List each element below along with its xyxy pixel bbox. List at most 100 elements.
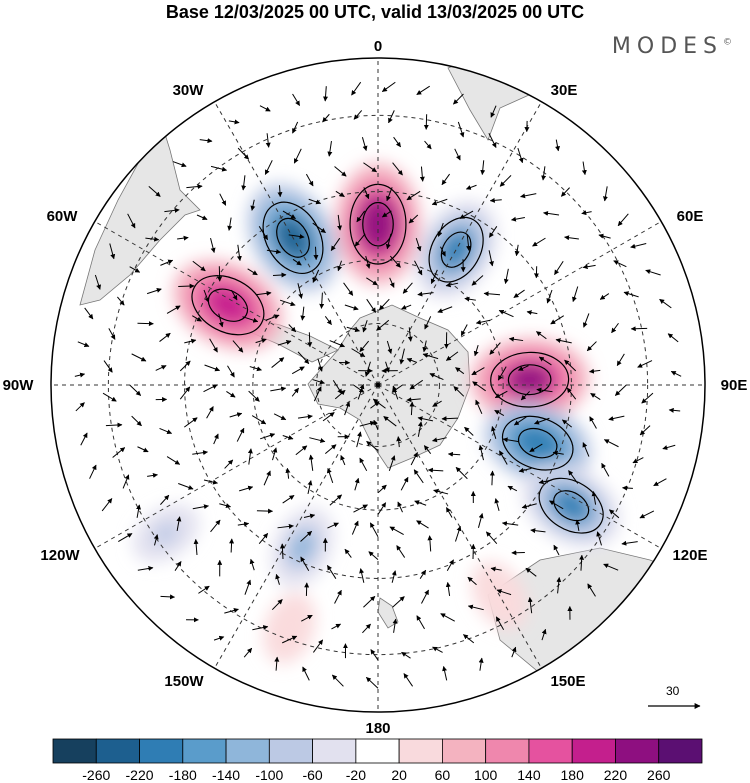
wind-vector: [632, 457, 644, 464]
wind-vector: [498, 309, 514, 318]
modes-logo: MODES©: [612, 34, 732, 59]
wind-vector: [334, 166, 347, 177]
wind-vector: [228, 119, 240, 125]
wind-vector: [494, 498, 500, 511]
wind-vector: [396, 436, 402, 448]
wind-vector: [416, 615, 425, 630]
wind-vector: [361, 137, 368, 152]
wind-vector: [356, 210, 366, 223]
wind-vector: [359, 457, 368, 472]
wind-vector: [613, 260, 627, 268]
wind-vector: [80, 432, 88, 446]
wind-vector: [363, 187, 370, 200]
wind-vector: [266, 249, 282, 255]
wind-vector: [160, 259, 174, 266]
wind-vector: [381, 210, 392, 218]
wind-vector: [550, 315, 565, 325]
wind-vector: [483, 291, 501, 297]
wind-vector: [213, 433, 219, 445]
wind-vector: [291, 387, 299, 397]
wind-vector: [250, 199, 256, 211]
wind-vector: [331, 623, 342, 630]
wind-vector: [376, 319, 390, 331]
wind-vector: [103, 360, 113, 373]
wind-vector: [129, 266, 141, 273]
wind-vector: [273, 413, 287, 421]
wind-vector: [337, 260, 342, 272]
wind-vector: [381, 81, 396, 92]
wind-vector: [108, 328, 116, 340]
wind-vector: [334, 589, 342, 604]
wind-vector: [300, 306, 306, 321]
wind-vector: [313, 386, 322, 402]
streamline-contour: [553, 490, 590, 522]
wind-vector: [591, 491, 597, 505]
wind-vector: [667, 333, 679, 343]
wind-vector: [293, 148, 302, 164]
wind-vector: [454, 148, 461, 161]
wind-vector: [496, 589, 512, 596]
latitude-circle: [316, 323, 440, 447]
wind-vector: [368, 551, 379, 560]
wind-vector: [129, 384, 142, 396]
wind-vector: [327, 522, 339, 529]
wind-vector: [227, 365, 235, 378]
wind-vector: [248, 390, 260, 402]
wind-vector: [517, 147, 524, 164]
anomaly-shade: [206, 287, 250, 323]
wind-vector: [196, 214, 208, 220]
anomaly-shade: [279, 614, 300, 642]
wind-vector: [326, 467, 334, 484]
lon-label-60e: 60E: [677, 208, 704, 225]
wind-vector: [400, 476, 409, 491]
wind-vector: [429, 373, 444, 381]
lon-label-150e: 150E: [550, 673, 585, 690]
wind-vector: [488, 250, 494, 267]
wind-vector: [297, 351, 310, 365]
colorbar-swatch: [95, 738, 140, 764]
wind-vector: [541, 166, 547, 181]
wind-vector: [510, 216, 525, 222]
wind-vector: [236, 427, 245, 442]
wind-vector: [603, 563, 619, 571]
streamline-contour: [538, 477, 604, 534]
wind-vector: [601, 462, 610, 477]
wind-vector: [272, 447, 278, 461]
wind-vector: [417, 416, 434, 422]
wind-vector: [410, 452, 418, 466]
wind-vector: [277, 185, 283, 198]
wind-vector: [639, 510, 655, 519]
wind-vector: [560, 187, 570, 197]
wind-vector: [480, 160, 486, 176]
wind-vector: [611, 322, 619, 334]
wind-vector: [416, 85, 430, 96]
meridian-line: [214, 101, 379, 386]
anomaly-shade: [153, 522, 179, 545]
wind-vector: [219, 193, 227, 206]
colorbar-swatch: [658, 738, 703, 764]
wind-vector: [414, 260, 423, 276]
wind-vector: [424, 140, 432, 150]
wind-vector: [549, 500, 564, 510]
wind-vector: [344, 548, 352, 558]
wind-vector: [322, 113, 330, 123]
wind-vector: [105, 422, 123, 428]
wind-vector: [441, 173, 451, 186]
wind-vector: [455, 367, 465, 375]
contour-lines: [191, 183, 604, 534]
wind-vector: [623, 291, 639, 298]
wind-vector: [279, 299, 296, 307]
lon-label-150w: 150W: [164, 673, 204, 690]
wind-vector: [668, 407, 681, 413]
wind-vector: [391, 384, 403, 393]
wind-vector: [641, 392, 654, 404]
wind-vector: [249, 366, 262, 372]
wind-vector: [204, 364, 221, 372]
wind-vector: [488, 226, 498, 238]
wind-vector: [423, 445, 432, 454]
wind-vector: [178, 483, 194, 490]
wind-vector: [489, 197, 502, 203]
wind-vector: [285, 467, 291, 479]
wind-vector: [249, 558, 255, 571]
colorbar-swatch: [485, 738, 530, 764]
